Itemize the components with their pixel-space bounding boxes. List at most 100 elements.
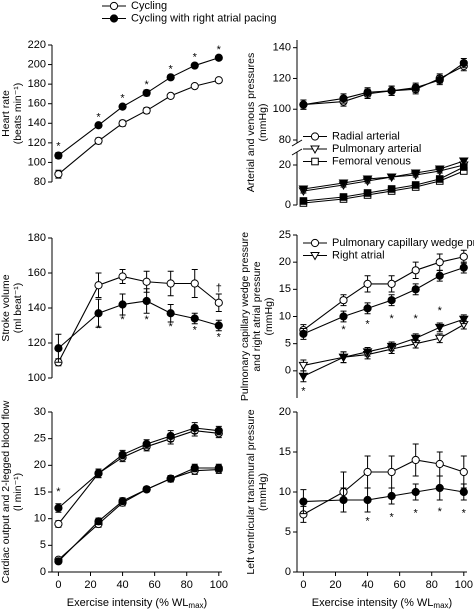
annotation: * — [414, 508, 419, 520]
marker — [94, 517, 103, 526]
marker — [458, 157, 469, 167]
marker — [411, 181, 420, 189]
marker — [94, 309, 103, 318]
marker — [54, 519, 63, 529]
y-tick-label: 220 — [28, 39, 46, 51]
y-tick-label: 0 — [285, 566, 291, 578]
legend-label: Cycling with right atrial pacing — [131, 12, 277, 24]
marker — [214, 298, 223, 307]
series-line — [303, 65, 465, 106]
y-tick-label: 20 — [279, 159, 291, 171]
annotation: * — [438, 305, 443, 317]
y-axis-label: Pulmonary capillary wedge pressure — [239, 232, 251, 401]
y-axis-label: (l min⁻¹) — [12, 473, 24, 511]
marker — [190, 423, 199, 433]
y-axis-label: Cardiac output and 2-legged blood flow — [0, 400, 12, 583]
y-axis-label: (ml beat⁻¹) — [12, 283, 24, 333]
x-label-text: Exercise intensity (% WL — [312, 597, 434, 609]
marker — [142, 439, 151, 449]
marker — [118, 300, 127, 309]
marker — [109, 14, 119, 23]
marker — [109, 1, 119, 11]
marker — [54, 151, 63, 160]
marker — [214, 426, 223, 435]
y-axis-label: (mmHg) — [257, 473, 269, 511]
annotation: * — [365, 516, 370, 528]
x-label-sub: max — [433, 601, 448, 610]
marker — [299, 100, 308, 109]
marker — [386, 342, 397, 352]
y-tick-label: 160 — [28, 267, 46, 279]
series-line — [58, 79, 219, 175]
marker — [435, 75, 444, 85]
y-tick-label: 20 — [279, 406, 291, 418]
marker — [118, 272, 127, 281]
marker — [54, 170, 63, 179]
y-axis-label: (mmHg) — [263, 298, 275, 336]
annotation: * — [169, 63, 174, 75]
marker — [190, 314, 199, 323]
marker — [310, 252, 320, 261]
marker — [310, 238, 320, 248]
x-tick-label: 60 — [394, 579, 406, 591]
x-tick-label: 40 — [116, 579, 128, 591]
annotation: * — [144, 79, 149, 91]
annotation: * — [169, 321, 174, 333]
marker — [410, 334, 421, 344]
marker — [387, 279, 396, 288]
y-tick-label: 25 — [34, 433, 46, 445]
x-label-sub: max — [188, 601, 203, 610]
marker — [339, 296, 348, 305]
x-tick-label: 60 — [149, 579, 161, 591]
x-label-tail: ) — [449, 597, 453, 609]
annotation: † — [216, 283, 222, 295]
y-tick-label: 120 — [28, 137, 46, 149]
y-tick-label: 0 — [285, 365, 291, 377]
annotation: * — [193, 325, 198, 337]
annotation: * — [144, 314, 149, 326]
marker — [339, 312, 348, 321]
annotation: * — [56, 141, 61, 153]
marker — [166, 309, 175, 318]
x-label-tail: ) — [204, 597, 208, 609]
marker — [190, 463, 199, 473]
y-tick-label: 180 — [28, 78, 46, 90]
marker — [435, 271, 444, 280]
y-tick-label: 10 — [279, 486, 291, 498]
marker — [214, 463, 223, 473]
legend-label: Pulmonary arterial — [332, 143, 421, 155]
marker — [94, 469, 103, 478]
x-tick-label: 80 — [426, 579, 438, 591]
x-tick-label: 40 — [361, 579, 373, 591]
x-tick-label: 100 — [210, 579, 228, 591]
marker — [299, 329, 308, 338]
y-axis-label: (beats min⁻¹) — [12, 83, 24, 145]
y-tick-label: 20 — [279, 256, 291, 268]
marker — [54, 557, 63, 566]
marker — [190, 279, 199, 288]
axis-break — [291, 139, 303, 147]
series-line — [58, 467, 219, 562]
annotation: * — [96, 111, 101, 123]
marker — [299, 497, 308, 506]
x-tick-label: 20 — [84, 579, 96, 591]
y-tick-label: 100 — [273, 103, 291, 115]
annotation: * — [462, 508, 467, 520]
y-axis-label: Left ventricular transmural pressure — [245, 409, 257, 574]
annotation: * — [365, 319, 370, 331]
y-tick-label: 15 — [279, 283, 291, 295]
marker — [363, 495, 372, 505]
x-label-text: Exercise intensity (% WL — [67, 597, 189, 609]
marker — [339, 193, 348, 201]
marker — [310, 145, 320, 155]
annotation: * — [120, 93, 125, 105]
marker — [434, 334, 445, 344]
marker — [298, 361, 309, 371]
marker — [410, 169, 421, 179]
y-tick-label: 5 — [40, 539, 46, 551]
y-tick-label: 30 — [34, 406, 46, 418]
y-tick-label: 5 — [285, 526, 291, 538]
marker — [434, 165, 445, 175]
marker — [298, 185, 309, 195]
marker — [459, 58, 468, 68]
